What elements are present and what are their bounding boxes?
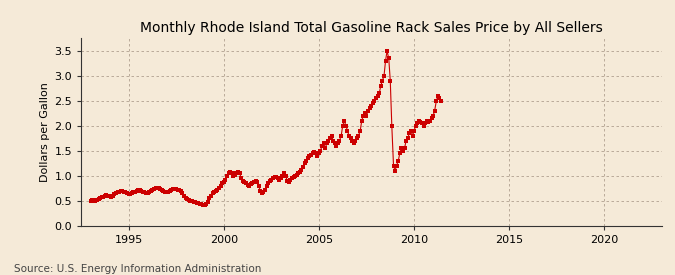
Text: Source: U.S. Energy Information Administration: Source: U.S. Energy Information Administ… bbox=[14, 264, 261, 274]
Y-axis label: Dollars per Gallon: Dollars per Gallon bbox=[40, 82, 50, 182]
Title: Monthly Rhode Island Total Gasoline Rack Sales Price by All Sellers: Monthly Rhode Island Total Gasoline Rack… bbox=[140, 21, 603, 35]
